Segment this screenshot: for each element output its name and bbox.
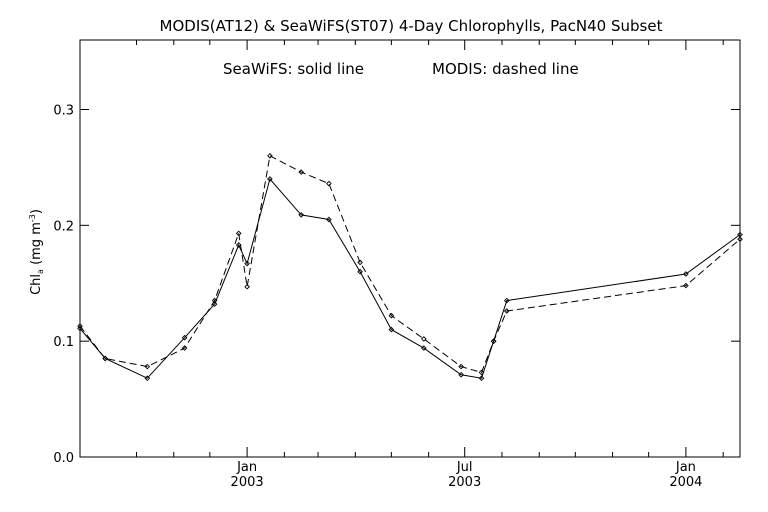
data-point-modis: [235, 230, 242, 237]
y-tick-label: 0.2: [53, 219, 74, 234]
data-point-seawifs: [478, 375, 485, 382]
data-point-modis: [102, 355, 109, 362]
data-point-modis: [181, 345, 188, 351]
series-line-modis: [79, 155, 741, 374]
data-point-seawifs: [267, 176, 273, 182]
chart-title: MODIS(AT12) & SeaWiFS(ST07) 4-Day Chloro…: [160, 17, 663, 35]
data-point-modis: [144, 363, 151, 370]
series-annotation: SeaWiFS: solid line MODIS: dashed line: [223, 60, 579, 78]
data-point-modis: [737, 236, 743, 243]
y-axis-label-main: Chl: [29, 274, 44, 295]
data-point-seawifs: [298, 212, 305, 218]
y-axis-label-units-sup: -3: [28, 214, 37, 222]
data-point-seawifs: [326, 216, 332, 223]
series-seawifs: [77, 176, 743, 382]
data-point-seawifs: [503, 297, 510, 304]
data-point-modis: [683, 282, 689, 289]
data-point-modis: [357, 259, 363, 266]
x-tick-label-month: Jul: [456, 460, 473, 475]
series-line-seawifs: [79, 177, 741, 379]
data-point-seawifs: [458, 371, 464, 378]
data-point-modis: [458, 363, 464, 370]
plot-frame: [79, 39, 741, 458]
data-point-seawifs: [244, 260, 250, 267]
data-point-modis: [211, 297, 218, 304]
annotation-modis: MODIS: dashed line: [432, 60, 579, 78]
y-tick-label: 0.1: [53, 335, 74, 350]
data-point-seawifs: [181, 334, 188, 341]
data-point-seawifs: [357, 268, 363, 275]
x-tick-label-year: 2003: [231, 475, 264, 490]
data-point-modis: [267, 152, 273, 159]
x-tick-label-year: 2003: [448, 475, 481, 490]
annotation-seawifs: SeaWiFS: solid line: [223, 60, 364, 78]
y-axis-label-units: (mg m: [29, 222, 44, 269]
y-tick-label: 0.0: [53, 451, 74, 466]
x-tick-label-month: Jan: [675, 460, 696, 475]
data-point-modis: [244, 283, 250, 290]
y-axis-label-subscript: a: [36, 269, 45, 274]
data-point-modis: [298, 169, 305, 175]
y-axis: 0.0 0.1 0.2 0.3: [53, 104, 740, 466]
x-tick-label-year: 2004: [669, 475, 702, 490]
data-point-modis: [478, 369, 485, 376]
data-point-modis: [388, 312, 395, 319]
y-axis-label: Chla (mg m-3): [28, 209, 45, 295]
y-axis-label-units-close: ): [29, 209, 44, 214]
series-layer: [77, 152, 743, 382]
data-point-modis: [77, 323, 83, 329]
series-modis: [77, 152, 743, 376]
data-point-modis: [420, 336, 427, 342]
data-point-seawifs: [388, 326, 395, 333]
y-tick-label: 0.3: [53, 104, 74, 119]
data-point-seawifs: [144, 375, 151, 382]
data-point-modis: [503, 308, 510, 314]
data-point-modis: [490, 338, 497, 345]
x-tick-label-month: Jan: [236, 460, 257, 475]
data-point-seawifs: [420, 345, 427, 351]
data-point-modis: [326, 180, 332, 187]
data-point-seawifs: [683, 271, 689, 277]
